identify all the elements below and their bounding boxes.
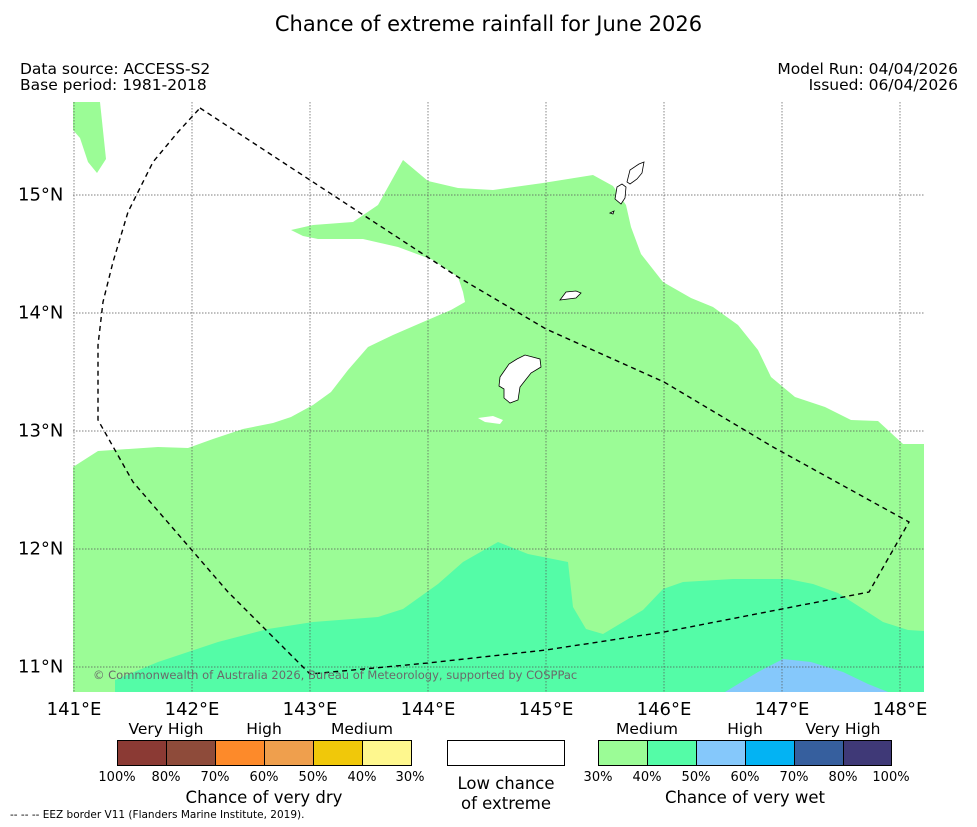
lat-label-11: 11°N (18, 656, 64, 678)
wet-tick: 60% (730, 770, 760, 785)
saipan-outline (626, 161, 645, 185)
wet-tick: 100% (872, 770, 910, 785)
eez-border-note: -- -- -- EEZ border V11 (Flanders Marine… (10, 809, 305, 821)
map-title: Chance of extreme rainfall for June 2026 (274, 12, 703, 36)
dry-category-high: High (246, 720, 282, 738)
tinian-outline (614, 183, 627, 205)
wet-swatch-40-50 (647, 740, 697, 766)
dry-tick: 50% (298, 770, 328, 785)
lon-label-142: 142°E (164, 699, 220, 720)
wet-tick: 30% (583, 770, 613, 785)
island-outlines (498, 161, 645, 404)
dry-swatch-60-50 (264, 740, 314, 766)
wet-tick: 40% (632, 770, 662, 785)
base-period-text: Base period: 1981-2018 (20, 76, 207, 94)
wet-medium-strip (73, 102, 106, 173)
wet-high-region (115, 542, 924, 692)
dry-category-very-high: Very High (128, 720, 204, 738)
copyright-notice: © Commonwealth of Australia 2026, Bureau… (93, 668, 577, 682)
wet-swatch-50-60 (696, 740, 746, 766)
model-run-info: Model Run: 04/04/2026 Issued: 06/04/2026 (777, 61, 958, 93)
lon-label-144: 144°E (400, 699, 456, 720)
eez-border (97, 107, 910, 675)
lon-label-145: 145°E (518, 699, 574, 720)
data-source-info: Data source: ACCESS-S2 Base period: 1981… (20, 61, 210, 93)
wet-60-region (725, 659, 888, 692)
wet-medium-region (73, 160, 924, 692)
dry-swatch-50-40 (313, 740, 363, 766)
lon-label-146: 146°E (636, 699, 692, 720)
wet-tick: 80% (828, 770, 858, 785)
guam-outline (498, 354, 542, 404)
rainfall-map: © Commonwealth of Australia 2026, Bureau… (73, 102, 924, 692)
dry-swatch-40-30 (362, 740, 412, 766)
low-chance-patch (478, 416, 503, 424)
lon-label-147: 147°E (754, 699, 810, 720)
lat-label-13: 13°N (18, 420, 64, 442)
wet-tick: 50% (681, 770, 711, 785)
dry-tick: 100% (98, 770, 136, 785)
lat-label-15: 15°N (18, 184, 64, 206)
wet-category-medium: Medium (616, 720, 678, 738)
wet-category-very-high: Very High (805, 720, 881, 738)
model-run-text: Model Run: 04/04/2026 (777, 60, 958, 78)
wet-swatch-30-40 (598, 740, 648, 766)
lon-label-141: 141°E (46, 699, 102, 720)
wet-swatch-70-80 (794, 740, 844, 766)
data-source-text: Data source: ACCESS-S2 (20, 60, 211, 78)
aguijan-outline (608, 210, 615, 215)
wet-caption: Chance of very wet (665, 788, 825, 807)
dry-swatch-100-80 (117, 740, 167, 766)
lon-label-148: 148°E (872, 699, 928, 720)
dry-caption: Chance of very dry (185, 788, 343, 807)
map-gridlines (73, 102, 924, 692)
dry-swatch-80-70 (166, 740, 216, 766)
lat-label-14: 14°N (18, 302, 64, 324)
dry-tick: 30% (395, 770, 425, 785)
wet-tick: 70% (779, 770, 809, 785)
wet-swatch-80-100 (843, 740, 892, 766)
lon-label-143: 143°E (282, 699, 338, 720)
wet-category-high: High (727, 720, 763, 738)
rota-outline (559, 290, 582, 301)
dry-tick: 60% (249, 770, 279, 785)
dry-tick: 40% (347, 770, 377, 785)
wet-swatch-60-70 (745, 740, 795, 766)
dry-swatch-70-60 (215, 740, 265, 766)
low-caption-line2: of extreme (460, 794, 552, 813)
low-chance-swatch (447, 740, 565, 766)
dry-tick: 70% (200, 770, 230, 785)
issued-text: Issued: 06/04/2026 (808, 76, 958, 94)
lat-label-12: 12°N (18, 538, 64, 560)
dry-category-medium: Medium (331, 720, 393, 738)
low-caption-line1: Low chance (457, 774, 555, 793)
dry-tick: 80% (151, 770, 181, 785)
